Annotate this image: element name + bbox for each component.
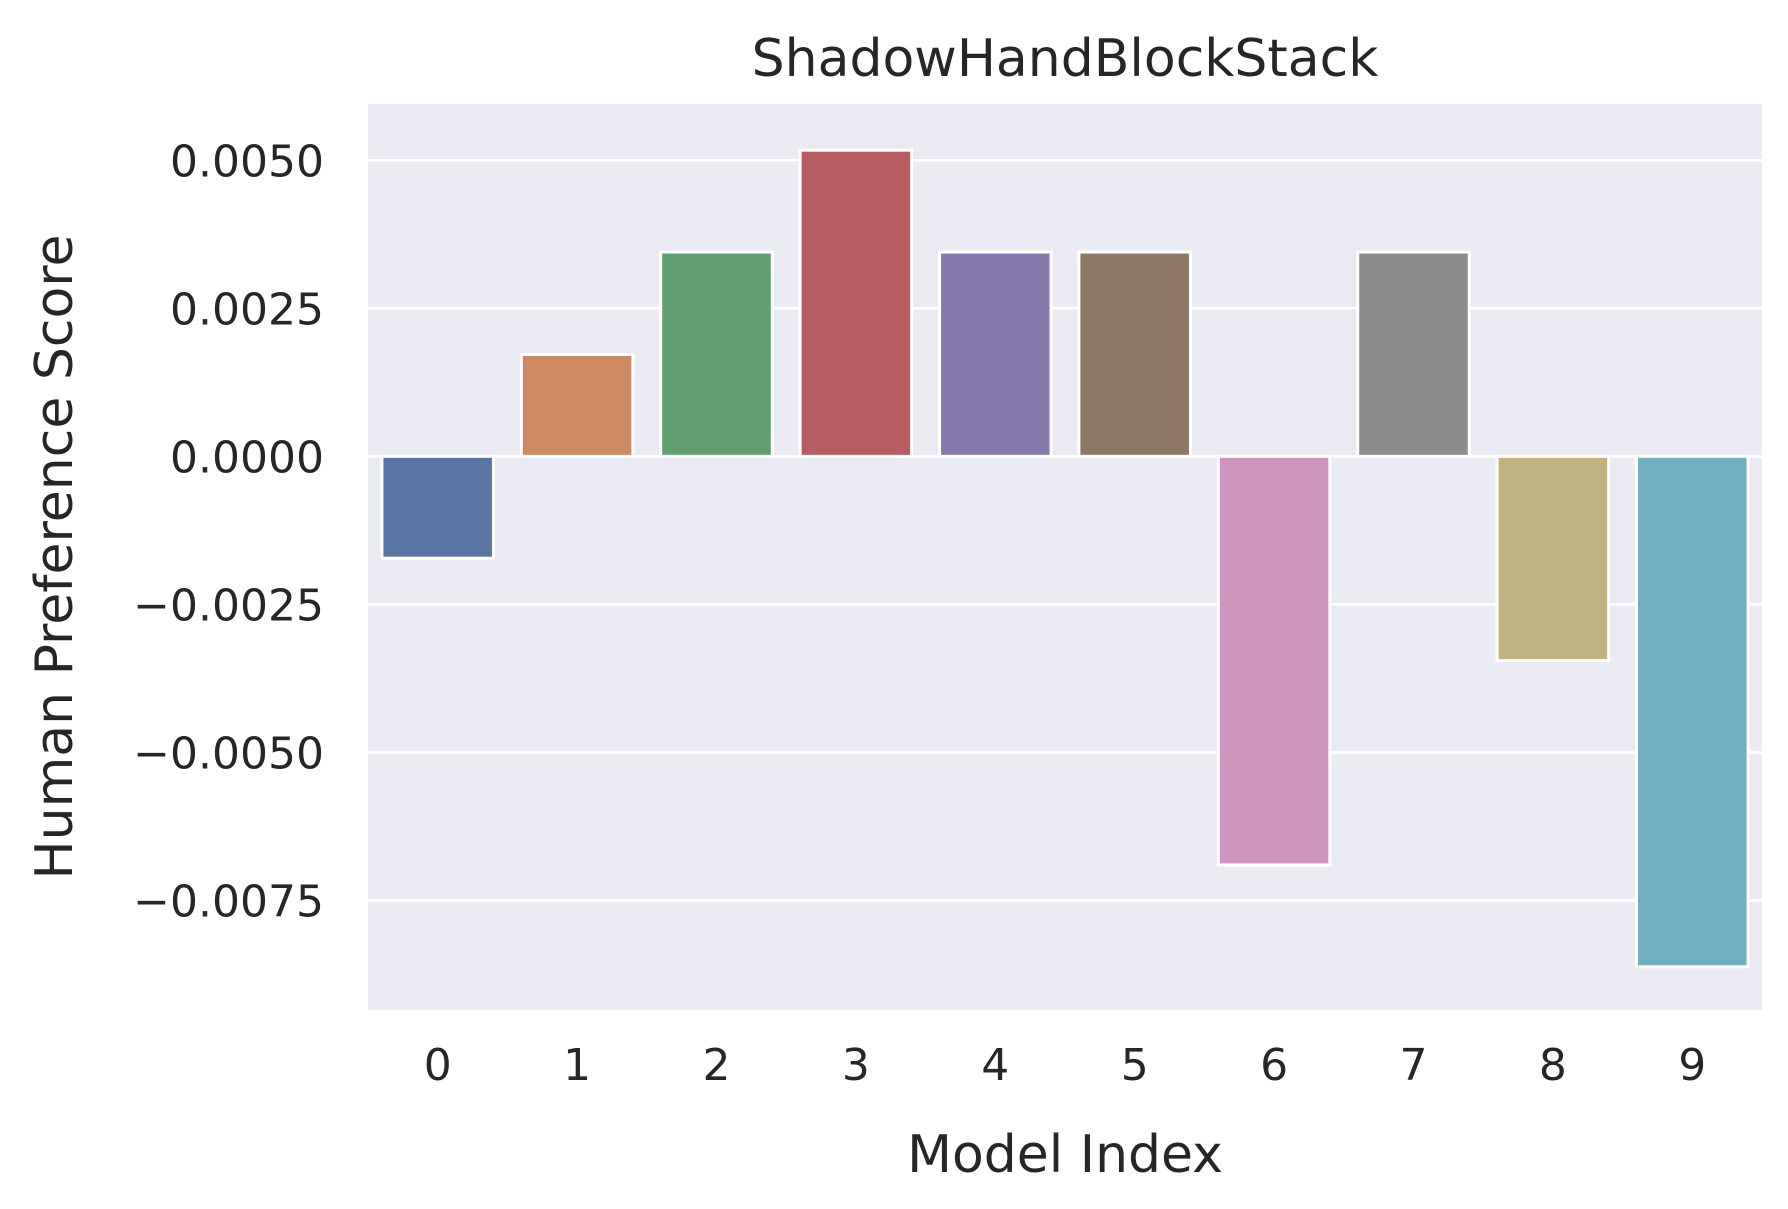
bar-3 xyxy=(798,148,914,458)
x-tick-label: 1 xyxy=(563,1040,591,1091)
x-tick-labels: 0 1 2 3 4 5 6 7 8 9 xyxy=(424,1040,1707,1091)
x-tick-label: 5 xyxy=(1121,1040,1149,1091)
bar-1 xyxy=(519,352,635,458)
bar-4 xyxy=(938,250,1053,458)
bar-2 xyxy=(659,250,774,458)
y-tick-label: 0.0025 xyxy=(170,284,324,335)
bar-7 xyxy=(1356,250,1471,458)
bar-9 xyxy=(1635,454,1750,969)
x-axis-label: Model Index xyxy=(907,1125,1223,1185)
y-axis-label: Human Preference Score xyxy=(25,235,85,880)
y-tick-label: −0.0050 xyxy=(133,728,324,779)
x-tick-label: 2 xyxy=(703,1040,731,1091)
bar-8 xyxy=(1495,454,1611,663)
x-tick-label: 4 xyxy=(981,1040,1009,1091)
x-tick-label: 6 xyxy=(1260,1040,1288,1091)
x-tick-label: 8 xyxy=(1539,1040,1567,1091)
y-tick-labels: 0.0050 0.0025 0.0000 −0.0025 −0.0050 −0.0075 xyxy=(133,136,324,927)
x-tick-label: 7 xyxy=(1400,1040,1428,1091)
x-tick-label: 9 xyxy=(1678,1040,1706,1091)
bar-0 xyxy=(380,454,495,560)
y-tick-label: 0.0000 xyxy=(170,432,324,483)
y-tick-label: −0.0075 xyxy=(133,876,324,927)
bar-5 xyxy=(1077,250,1192,458)
x-tick-label: 3 xyxy=(842,1040,870,1091)
bar-6 xyxy=(1216,454,1332,867)
chart-title: ShadowHandBlockStack xyxy=(752,29,1379,89)
x-tick-label: 0 xyxy=(424,1040,452,1091)
bars xyxy=(380,148,1750,969)
y-tick-label: −0.0025 xyxy=(133,580,324,631)
y-tick-label: 0.0050 xyxy=(170,136,324,187)
